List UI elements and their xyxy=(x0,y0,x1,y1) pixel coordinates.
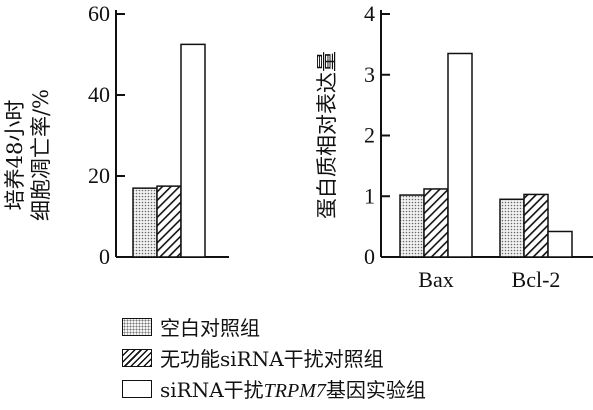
y-tick-label: 60 xyxy=(88,1,110,26)
right-y-axis-label: 蛋白质相对表达量 xyxy=(315,51,339,219)
x-tick-label: Bcl-2 xyxy=(512,267,561,292)
bar xyxy=(132,187,158,258)
legend-item-nonfunctional-sirna: 无功能siRNA干扰对照组 xyxy=(122,342,426,373)
bar xyxy=(423,188,449,258)
legend: 空白对照组 无功能siRNA干扰对照组 siRNA干扰TRPM7基因实验组 xyxy=(122,311,426,404)
legend-swatch-dotted xyxy=(122,317,152,336)
chart-left: 0 20 40 60 培养48小时 细胞凋亡率/% xyxy=(3,1,229,269)
y-tick-label: 40 xyxy=(88,82,110,107)
bar xyxy=(156,185,182,258)
y-tick-label: 4 xyxy=(364,1,375,26)
gene-name: TRPM7 xyxy=(263,380,326,402)
bar xyxy=(523,193,549,258)
y-tick-label: 2 xyxy=(364,123,375,148)
y-tick-label: 0 xyxy=(99,244,110,269)
y-tick-label: 1 xyxy=(364,183,375,208)
left-y-axis-label: 细胞凋亡率/% xyxy=(29,89,53,221)
left-plot-area: 0 20 40 60 xyxy=(88,1,229,269)
left-y-axis-label: 培养48小时 xyxy=(3,100,27,211)
legend-swatch-empty xyxy=(122,379,152,398)
chart-right: 0 1 2 3 4 Bax Bcl-2 蛋白质相对表达量 xyxy=(315,1,593,292)
bar xyxy=(399,194,425,258)
legend-item-trpm7-sirna: siRNA干扰TRPM7基因实验组 xyxy=(122,373,426,404)
y-tick-label: 3 xyxy=(364,62,375,87)
legend-label: 无功能siRNA干扰对照组 xyxy=(160,347,384,371)
legend-item-blank-control: 空白对照组 xyxy=(122,311,426,342)
legend-swatch-hatched xyxy=(122,348,152,367)
bar xyxy=(547,230,573,258)
y-tick-label: 0 xyxy=(364,244,375,269)
legend-label: siRNA干扰TRPM7基因实验组 xyxy=(160,378,426,402)
y-tick-label: 20 xyxy=(88,163,110,188)
right-plot-area: 0 1 2 3 4 Bax Bcl-2 xyxy=(364,1,593,292)
x-tick-label: Bax xyxy=(418,267,453,292)
bar xyxy=(499,198,525,258)
legend-label: 空白对照组 xyxy=(160,316,260,340)
bar xyxy=(180,43,206,258)
bar xyxy=(447,52,473,258)
